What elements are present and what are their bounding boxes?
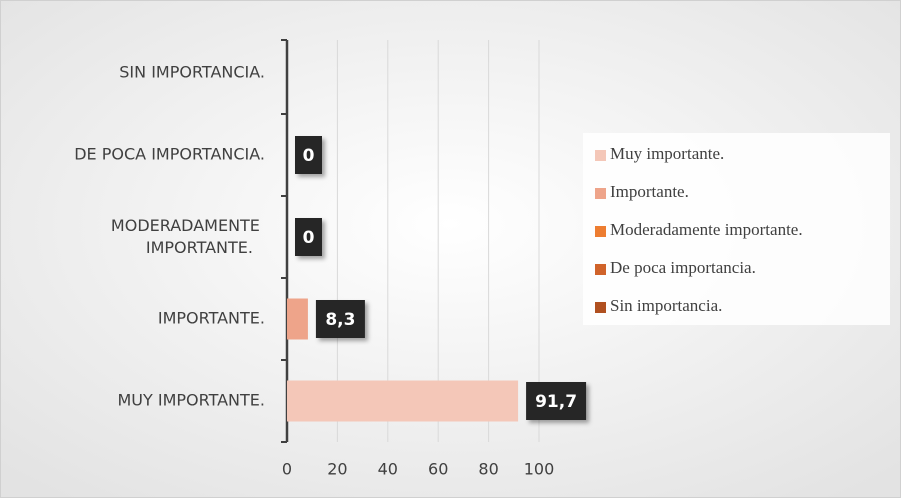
legend-swatch [595, 188, 606, 199]
x-tick-label: 100 [524, 460, 555, 479]
value-label-box [315, 300, 365, 338]
value-label-box [295, 218, 322, 256]
value-label: 0 [303, 228, 315, 248]
value-label-box [526, 382, 587, 420]
legend-label: De poca importancia. [610, 258, 756, 277]
legend-label: Muy importante. [610, 144, 724, 163]
x-tick-label: 60 [428, 460, 448, 479]
y-tick-label: DE POCA IMPORTANCIA. [74, 145, 265, 164]
x-tick-label: 80 [478, 460, 498, 479]
y-tick-label: MODERADAMENTE IMPORTANTE. [111, 216, 265, 257]
bar [287, 298, 308, 340]
legend-swatch [595, 226, 606, 237]
legend-box [583, 133, 890, 325]
y-tick-label: MUY IMPORTANTE. [117, 391, 265, 410]
legend-label: Sin importancia. [610, 296, 722, 315]
x-tick-label: 0 [282, 460, 292, 479]
legend-swatch [595, 150, 606, 161]
legend-label: Importante. [610, 182, 689, 201]
legend-swatch [595, 264, 606, 275]
y-tick-label: IMPORTANTE. [158, 309, 265, 328]
value-label: 8,3 [325, 310, 355, 330]
x-tick-label: 40 [378, 460, 398, 479]
value-label: 91,7 [535, 392, 577, 412]
bar [287, 380, 519, 422]
legend-label: Moderadamente importante. [610, 220, 803, 239]
legend-swatch [595, 302, 606, 313]
value-label: 0 [303, 146, 315, 166]
x-tick-label: 20 [327, 460, 347, 479]
y-tick-label: SIN IMPORTANCIA. [119, 63, 265, 82]
value-label-box [295, 136, 322, 174]
